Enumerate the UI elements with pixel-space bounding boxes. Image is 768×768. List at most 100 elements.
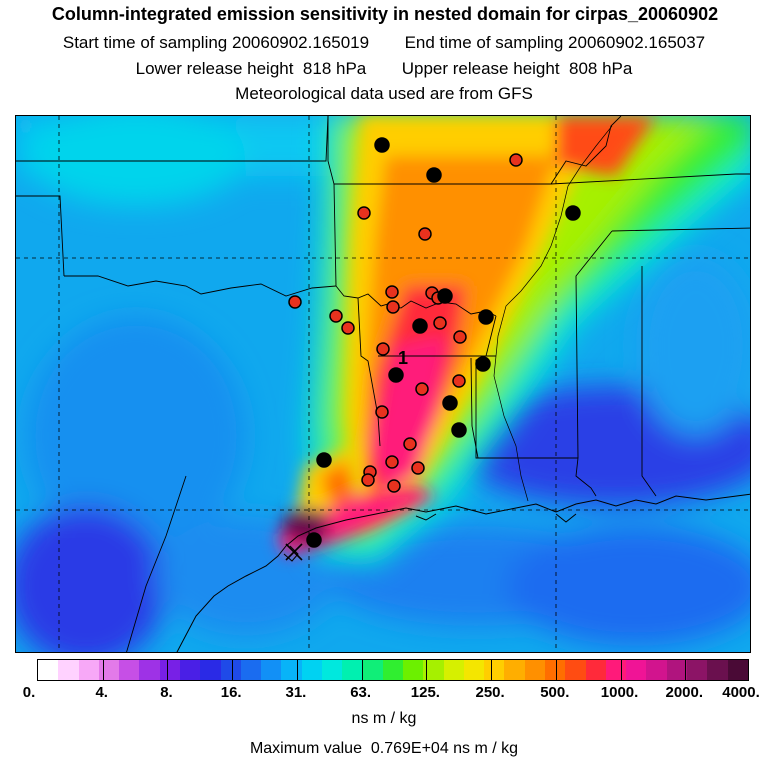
colorbar-tick-label: 0.	[22, 684, 36, 701]
lower-height-label: Lower release height	[135, 59, 294, 78]
sampling-point-red	[375, 405, 389, 419]
colorbar-tick-label: 4000.	[722, 684, 760, 701]
met-data-note: Meteorological data used are from GFS	[235, 84, 533, 103]
colorbar-segment	[321, 660, 343, 680]
lower-height-value: 818 hPa	[302, 59, 367, 78]
colorbar-segment	[463, 660, 485, 680]
colorbar-segment	[565, 660, 586, 680]
sampling-point-red	[453, 330, 467, 344]
upper-height-label: Upper release height	[401, 59, 560, 78]
colorbar-tick	[102, 660, 104, 680]
sampling-point-red	[418, 227, 432, 241]
end-time-label: End time of sampling	[404, 33, 564, 52]
colorbar-segment	[38, 660, 59, 680]
sampling-point-red	[288, 295, 302, 309]
release-location-cross	[285, 543, 303, 561]
sensitivity-map: 1	[15, 115, 751, 653]
sampling-point-red	[341, 321, 355, 335]
colorbar-tick	[232, 660, 234, 680]
sampling-point-black	[437, 288, 453, 304]
sampling-point-red	[385, 285, 399, 299]
colorbar-segment	[98, 660, 120, 680]
colorbar-segment	[301, 660, 322, 680]
colorbar-units: ns m / kg	[351, 710, 417, 727]
sampling-point-red	[361, 473, 375, 487]
sampling-point-black	[478, 309, 494, 325]
sampling-point-black	[374, 137, 390, 153]
colorbar-segment	[687, 660, 708, 680]
sampling-point-black	[426, 167, 442, 183]
colorbar-segment	[261, 660, 282, 680]
release-heights: Lower release height 818 hPa Upper relea…	[0, 59, 768, 79]
sampling-point-black	[565, 205, 581, 221]
colorbar-tick	[685, 660, 687, 680]
colorbar-segment	[545, 660, 566, 680]
colorbar-tick	[491, 660, 493, 680]
colorbar-tick	[620, 660, 622, 680]
colorbar-tick	[361, 660, 363, 680]
colorbar-tick-labels: 0. 4. 8. 16. 31. 63. 125. 250. 500. 1000. 2000. 400…	[0, 684, 768, 704]
sampling-point-red	[385, 455, 399, 469]
max-value-number: 0.769E+04 ns m / kg	[370, 740, 519, 757]
lat-lon-grid	[16, 116, 750, 652]
colorbar-segment	[707, 660, 728, 680]
colorbar-segment	[585, 660, 606, 680]
colorbar-segment	[342, 660, 363, 680]
colorbar-tick-label: 2000.	[665, 684, 704, 701]
colorbar-tick	[296, 660, 298, 680]
sampling-point-red	[433, 316, 447, 330]
start-time-label: Start time of sampling	[62, 33, 228, 52]
colorbar-tick	[555, 660, 557, 680]
sampling-point-red	[403, 437, 417, 451]
colorbar-segment	[220, 660, 241, 680]
colorbar-segment	[58, 660, 79, 680]
colorbar-segment	[403, 660, 424, 680]
sampling-times: Start time of sampling 20060902.165019 E…	[0, 33, 768, 53]
sampling-point-red	[415, 382, 429, 396]
sampling-point-red	[376, 342, 390, 356]
colorbar-tick-label: 1000.	[600, 684, 639, 701]
colorbar-segment	[646, 660, 667, 680]
colorbar-tick-label: 500.	[540, 684, 570, 701]
colorbar-segment	[504, 660, 525, 680]
colorbar-segment	[362, 660, 383, 680]
colorbar-segment	[240, 660, 262, 680]
colorbar-tick	[426, 660, 428, 680]
colorbar-segment	[382, 660, 404, 680]
colorbar-segment	[179, 660, 201, 680]
release-marker-label: 1	[398, 348, 408, 368]
colorbar-tick-label: 16.	[220, 684, 242, 701]
end-time-value: 20060902.165037	[568, 33, 706, 52]
colorbar-tick-label: 4.	[95, 684, 108, 701]
sampling-point-red	[411, 461, 425, 475]
sampling-point-black	[316, 452, 332, 468]
sampling-point-red	[452, 374, 466, 388]
colorbar-segment	[727, 660, 748, 680]
colorbar-segment	[78, 660, 99, 680]
colorbar-tick-label: 8.	[160, 684, 173, 701]
colorbar-segment	[139, 660, 160, 680]
start-time-value: 20060902.165019	[232, 33, 370, 52]
sampling-point-red	[386, 300, 400, 314]
colorbar-segment	[423, 660, 444, 680]
sampling-point-black	[451, 422, 467, 438]
rivers	[493, 125, 613, 502]
colorbar-tick	[167, 660, 169, 680]
colorbar	[37, 659, 749, 681]
sampling-points	[288, 137, 581, 548]
colorbar-segment	[484, 660, 505, 680]
colorbar-segment	[443, 660, 464, 680]
sampling-point-red	[509, 153, 523, 167]
colorbar-segment	[524, 660, 546, 680]
colorbar-tick-label: 125.	[410, 684, 440, 701]
colorbar-tick-label: 31.	[285, 684, 307, 701]
colorbar-tick-label: 63.	[350, 684, 372, 701]
sampling-point-black	[475, 356, 491, 372]
colorbar-segment	[200, 660, 221, 680]
sampling-point-black	[442, 395, 458, 411]
sampling-point-red	[387, 479, 401, 493]
sampling-point-red	[329, 309, 343, 323]
colorbar-segment	[119, 660, 140, 680]
sampling-point-black	[306, 532, 322, 548]
colorbar-segment	[626, 660, 647, 680]
